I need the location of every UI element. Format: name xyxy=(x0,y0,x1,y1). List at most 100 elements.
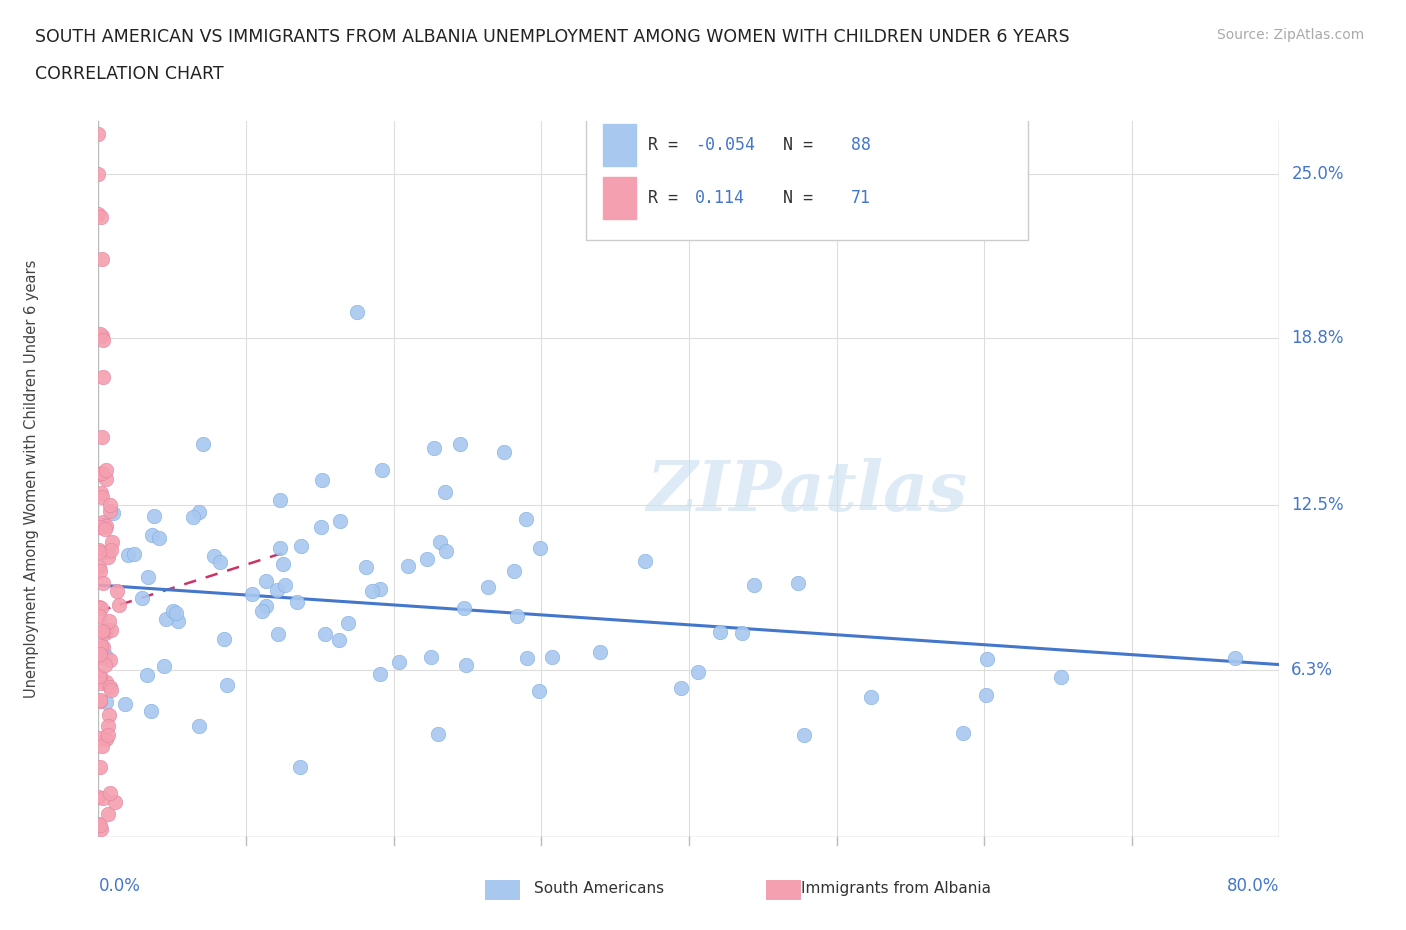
Point xyxy=(96,731,118,746)
Point xyxy=(191,436,214,451)
Point xyxy=(101,535,124,550)
Point xyxy=(91,624,114,639)
Point xyxy=(94,472,117,486)
Point xyxy=(165,605,187,620)
Point xyxy=(100,498,122,512)
Point xyxy=(494,445,516,459)
Point xyxy=(787,576,810,591)
Point xyxy=(314,627,336,642)
Point xyxy=(131,591,153,606)
Point xyxy=(91,333,114,348)
Point xyxy=(416,551,439,566)
Point xyxy=(89,646,111,661)
Text: CORRELATION CHART: CORRELATION CHART xyxy=(35,65,224,83)
Point xyxy=(181,510,204,525)
Point xyxy=(89,669,111,684)
Text: 0.114: 0.114 xyxy=(695,189,745,206)
Point xyxy=(515,512,537,526)
Point xyxy=(202,548,225,563)
Point xyxy=(136,668,159,683)
Point xyxy=(433,485,456,500)
Point xyxy=(371,462,394,477)
Point xyxy=(89,817,111,832)
Point xyxy=(337,616,360,631)
Point xyxy=(90,738,112,753)
Point xyxy=(214,631,236,646)
Point xyxy=(93,522,115,537)
Point xyxy=(240,587,263,602)
Point xyxy=(90,675,112,690)
Point xyxy=(91,252,114,267)
Point xyxy=(354,560,377,575)
Point xyxy=(153,658,176,673)
Point xyxy=(155,612,177,627)
Point xyxy=(89,467,111,482)
Text: 18.8%: 18.8% xyxy=(1291,329,1344,348)
Point xyxy=(250,604,273,618)
Point xyxy=(89,564,111,578)
Point xyxy=(254,573,277,588)
Point xyxy=(90,649,112,664)
Point xyxy=(529,540,551,555)
Point xyxy=(396,559,419,574)
Point xyxy=(87,206,110,221)
Point xyxy=(87,126,110,141)
Text: Source: ZipAtlas.com: Source: ZipAtlas.com xyxy=(1216,28,1364,42)
Point xyxy=(93,625,115,640)
Point xyxy=(97,545,120,560)
Point xyxy=(142,508,165,523)
Point xyxy=(97,614,120,629)
Point xyxy=(730,625,752,640)
Point xyxy=(368,581,391,596)
Text: N =: N = xyxy=(783,136,824,153)
Text: 88: 88 xyxy=(852,136,872,153)
Point xyxy=(426,726,449,741)
Point xyxy=(94,695,117,710)
Point xyxy=(91,515,114,530)
Point xyxy=(360,583,382,598)
Point xyxy=(254,598,277,613)
Point xyxy=(97,806,120,821)
Point xyxy=(90,485,112,500)
Point xyxy=(97,727,120,742)
Point xyxy=(477,579,499,594)
Point xyxy=(94,647,117,662)
Point xyxy=(288,760,311,775)
Point xyxy=(167,613,190,628)
Point xyxy=(273,578,295,592)
Point xyxy=(122,546,145,561)
Point xyxy=(420,650,443,665)
Text: -0.054: -0.054 xyxy=(695,136,755,153)
Point xyxy=(503,564,526,578)
Point xyxy=(311,472,333,487)
Point xyxy=(94,658,117,672)
Text: 25.0%: 25.0% xyxy=(1291,165,1344,183)
Point xyxy=(506,609,529,624)
Point xyxy=(141,527,163,542)
Point xyxy=(105,584,128,599)
Point xyxy=(139,704,162,719)
Point xyxy=(267,627,290,642)
Point xyxy=(96,675,118,690)
Point xyxy=(94,463,117,478)
Point xyxy=(90,209,112,224)
Point xyxy=(89,692,111,707)
Point xyxy=(100,682,122,697)
Point xyxy=(117,548,139,563)
Text: ZIPatlas: ZIPatlas xyxy=(647,458,967,526)
Point xyxy=(98,680,121,695)
Point xyxy=(98,786,121,801)
Point xyxy=(89,519,111,534)
Point xyxy=(89,759,111,774)
Point xyxy=(96,622,118,637)
Point xyxy=(429,535,451,550)
Point xyxy=(90,328,112,343)
Point xyxy=(91,575,114,590)
Point xyxy=(346,304,368,319)
Point xyxy=(311,519,333,534)
Point xyxy=(269,493,291,508)
Point xyxy=(89,326,111,341)
Point xyxy=(91,517,114,532)
Point xyxy=(516,650,538,665)
Point xyxy=(136,570,159,585)
